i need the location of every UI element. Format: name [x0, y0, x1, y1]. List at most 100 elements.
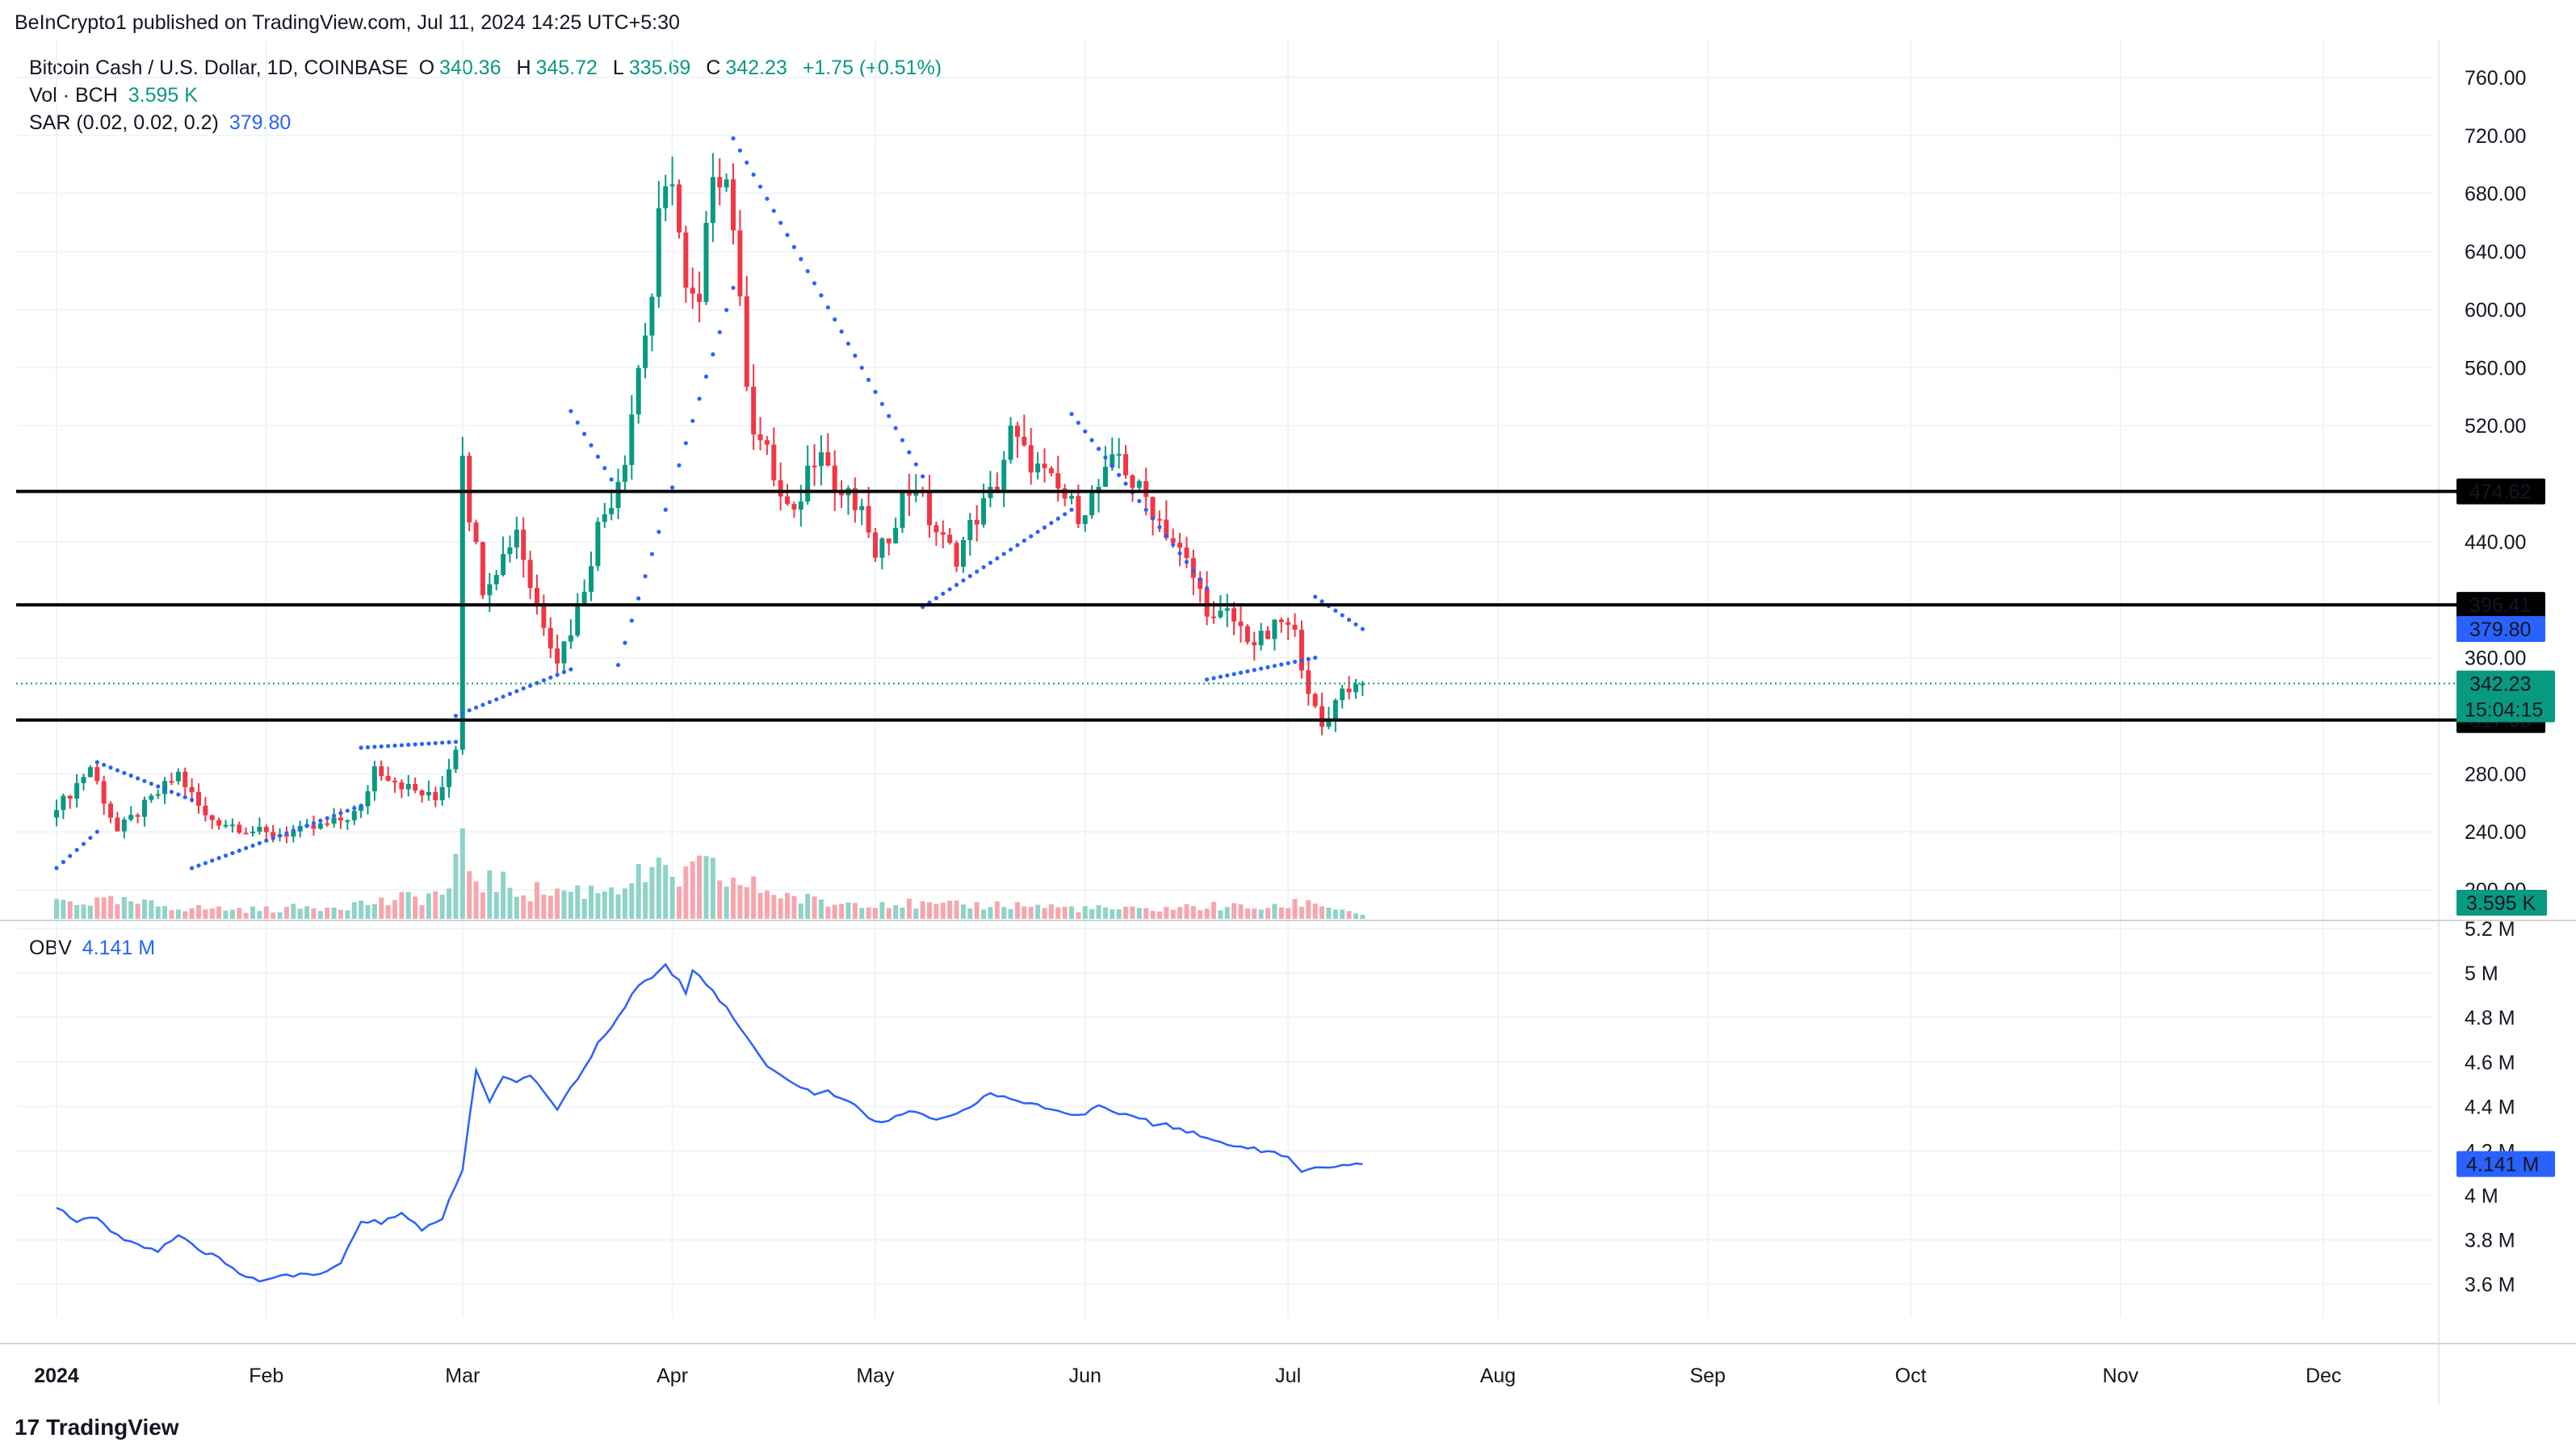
tradingview-brand: 17 TradingView — [15, 1415, 179, 1440]
candle-body — [189, 786, 195, 792]
sar-dot — [541, 677, 546, 683]
candle-body — [135, 815, 141, 817]
candle-body — [345, 820, 350, 822]
candle-body — [994, 486, 1000, 492]
sar-dot — [203, 861, 208, 866]
volume-bar — [433, 891, 438, 919]
sar-dot — [392, 743, 397, 748]
volume-bar — [825, 906, 831, 919]
candle-body — [155, 794, 161, 796]
sar-dot — [1137, 498, 1142, 504]
candle-body — [1022, 436, 1027, 446]
volume-bar — [209, 908, 215, 919]
candle-body — [737, 230, 743, 297]
sar-dot — [264, 838, 269, 843]
sar-dot — [467, 708, 472, 713]
volume-bar — [927, 902, 933, 919]
sar-dot — [731, 285, 736, 291]
candle-body — [913, 490, 919, 496]
candle-body — [906, 493, 912, 496]
volume-bar — [663, 865, 669, 919]
candle-body — [237, 824, 242, 833]
candle-body — [311, 824, 317, 829]
candle-body — [1116, 454, 1122, 456]
candle-body — [1340, 688, 1345, 701]
sar-dot — [1184, 560, 1189, 564]
sar-dot — [1117, 472, 1122, 477]
candle-body — [697, 293, 703, 302]
volume-bar — [271, 912, 276, 919]
sar-dot — [331, 813, 337, 818]
symbol-legend: Bitcoin Cash / U.S. Dollar, 1D, COINBASE… — [29, 57, 946, 80]
date-tick-label: Mar — [445, 1365, 480, 1387]
candle-body — [1102, 467, 1108, 487]
candle-body — [1014, 426, 1020, 437]
sar-value: 379.80 — [229, 111, 292, 134]
volume-bar — [419, 904, 425, 919]
volume-bar — [920, 901, 925, 919]
volume-bar — [805, 893, 811, 919]
candle-body — [933, 525, 939, 533]
date-tick-label: 2024 — [34, 1365, 79, 1387]
candle-body — [1156, 518, 1162, 521]
candle-body — [61, 795, 66, 811]
candle-body — [852, 488, 858, 510]
volume-bar — [473, 881, 479, 919]
sar-dot — [190, 866, 195, 870]
volume-bar — [940, 902, 946, 919]
volume-bar — [1218, 910, 1223, 919]
sar-dot — [575, 420, 580, 425]
candle-body — [818, 452, 824, 467]
obv-tick-label: 4.4 M — [2465, 1096, 2515, 1118]
sar-dot — [257, 841, 262, 845]
volume-bar — [195, 904, 201, 919]
candle-body — [785, 496, 791, 505]
sar-dot — [433, 740, 438, 745]
volume-bar — [683, 866, 689, 919]
volume-bar — [1028, 907, 1034, 919]
candle-body — [629, 414, 635, 465]
volume-bar — [1278, 907, 1284, 919]
ohlc-open: O 340.36 — [418, 57, 501, 79]
volume-bar — [649, 866, 655, 919]
sar-dot — [791, 245, 797, 249]
volume-bar — [669, 876, 675, 919]
volume-bar — [731, 878, 736, 919]
sar-dot — [501, 694, 506, 699]
sar-dot — [1164, 534, 1168, 539]
sar-dot — [1049, 521, 1054, 526]
sar-dot — [636, 596, 641, 601]
obv-tick-label: 3.6 M — [2465, 1274, 2515, 1297]
volume-bar — [676, 886, 682, 919]
candle-body — [575, 602, 581, 635]
sar-dot — [859, 365, 864, 371]
candle-body — [1110, 454, 1115, 468]
sar-dot — [947, 587, 952, 592]
volume-bar — [812, 896, 817, 919]
volume-bar — [447, 888, 452, 919]
candle-body — [1170, 538, 1176, 543]
candle-body — [359, 806, 364, 811]
sar-dot — [1265, 665, 1270, 669]
volume-bar — [1001, 907, 1007, 919]
candle-body — [169, 781, 174, 783]
sar-dot — [244, 845, 249, 850]
volume-bar — [1346, 911, 1352, 919]
candle-body — [1306, 670, 1311, 694]
candle-body — [203, 805, 208, 816]
candle-body — [325, 823, 330, 825]
sar-legend: SAR (0.02, 0.02, 0.2) 379.80 — [29, 111, 296, 135]
volume-bar — [656, 857, 661, 919]
sar-dot — [74, 848, 79, 853]
candle-body — [487, 584, 493, 596]
sar-dot — [399, 743, 404, 748]
volume-bar — [548, 895, 553, 919]
candle-body — [521, 530, 527, 560]
candle-body — [900, 493, 905, 528]
candle-body — [128, 815, 134, 820]
sar-dot — [149, 782, 153, 786]
volume-bar — [135, 904, 141, 919]
sar-dot — [737, 148, 742, 153]
volume-bar — [1136, 908, 1142, 919]
